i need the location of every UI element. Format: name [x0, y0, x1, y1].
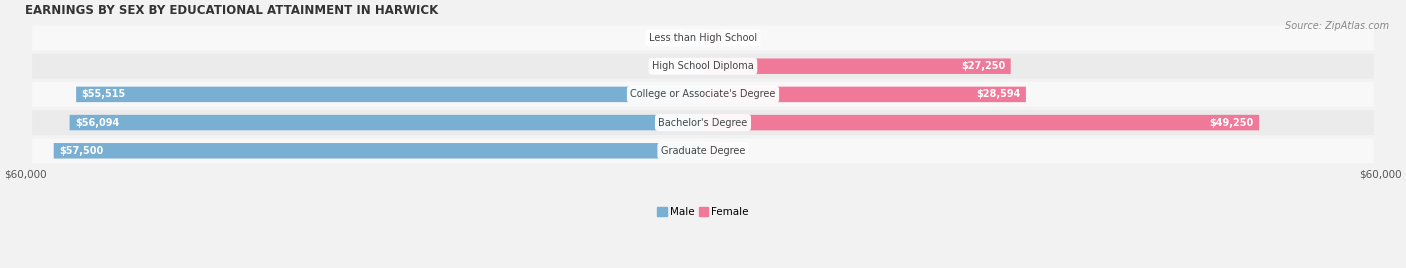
Text: Less than High School: Less than High School [650, 33, 756, 43]
Legend: Male, Female: Male, Female [654, 203, 752, 221]
Text: $28,594: $28,594 [976, 90, 1021, 99]
Text: EARNINGS BY SEX BY EDUCATIONAL ATTAINMENT IN HARWICK: EARNINGS BY SEX BY EDUCATIONAL ATTAINMEN… [25, 4, 439, 17]
Text: Bachelor's Degree: Bachelor's Degree [658, 118, 748, 128]
Text: High School Diploma: High School Diploma [652, 61, 754, 71]
FancyBboxPatch shape [683, 58, 703, 74]
FancyBboxPatch shape [69, 115, 703, 130]
Text: $55,515: $55,515 [82, 90, 125, 99]
FancyBboxPatch shape [76, 87, 703, 102]
Text: $49,250: $49,250 [1209, 118, 1254, 128]
FancyBboxPatch shape [703, 58, 1011, 74]
FancyBboxPatch shape [703, 30, 723, 46]
FancyBboxPatch shape [32, 26, 1374, 50]
Text: $0: $0 [666, 61, 679, 71]
Text: $27,250: $27,250 [962, 61, 1005, 71]
Text: $56,094: $56,094 [75, 118, 120, 128]
FancyBboxPatch shape [683, 30, 703, 46]
Text: $0: $0 [727, 146, 740, 156]
Text: Graduate Degree: Graduate Degree [661, 146, 745, 156]
Text: $57,500: $57,500 [59, 146, 104, 156]
Text: College or Associate's Degree: College or Associate's Degree [630, 90, 776, 99]
Text: $0: $0 [727, 33, 740, 43]
FancyBboxPatch shape [32, 54, 1374, 79]
FancyBboxPatch shape [32, 138, 1374, 163]
FancyBboxPatch shape [32, 110, 1374, 135]
FancyBboxPatch shape [703, 87, 1026, 102]
FancyBboxPatch shape [53, 143, 703, 159]
Text: Source: ZipAtlas.com: Source: ZipAtlas.com [1285, 21, 1389, 31]
Text: $0: $0 [666, 33, 679, 43]
FancyBboxPatch shape [703, 115, 1260, 130]
FancyBboxPatch shape [703, 143, 723, 159]
FancyBboxPatch shape [32, 82, 1374, 107]
